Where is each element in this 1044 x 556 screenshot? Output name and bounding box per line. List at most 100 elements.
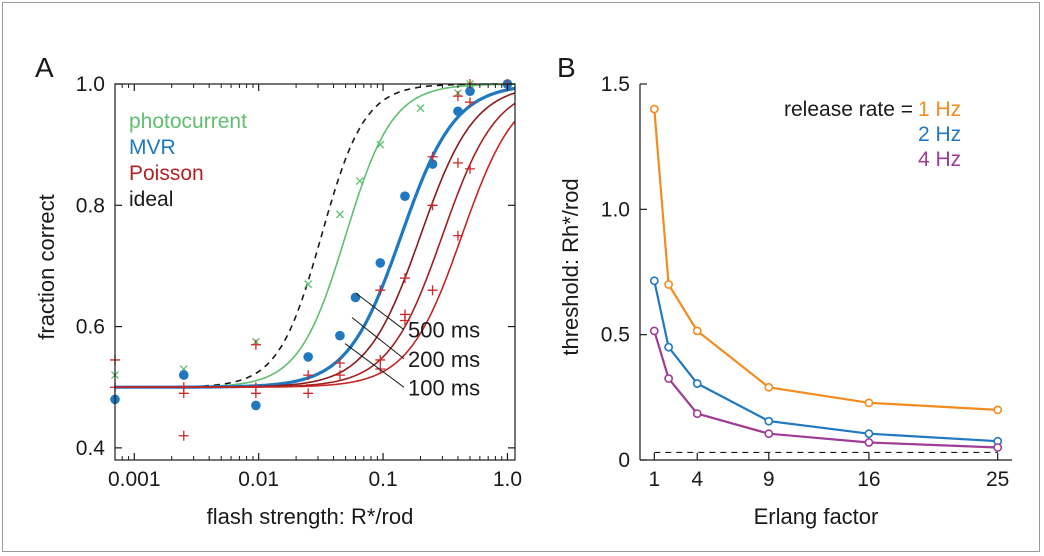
point-photocurrent (304, 280, 313, 289)
y-tick-label: 1.0 (76, 73, 105, 96)
point-1-hz (764, 382, 774, 392)
x-tick-label: 1.0 (493, 468, 522, 491)
point-mvr (303, 352, 313, 362)
point-2-hz (649, 276, 659, 286)
panel-a: A 0.001 0.01 0.1 1.0 0.4 0.6 0.8 1.0 photocurre… (34, 52, 522, 529)
point-poisson (465, 97, 476, 108)
annotation-leader-100-ms (344, 343, 405, 388)
point-poisson (178, 430, 189, 441)
point-mvr (427, 159, 438, 169)
point-mvr (375, 258, 386, 268)
legend-photocurrent: photocurrent (129, 110, 247, 133)
point-poisson (427, 151, 438, 162)
y-tick-label: 1.0 (601, 198, 630, 221)
x-tick-label: 0.001 (108, 468, 161, 491)
point-1-hz (993, 405, 1003, 415)
point-1-hz (664, 280, 674, 289)
panel-b-label: B (557, 52, 576, 83)
point-poisson (303, 370, 314, 381)
point-4-hz (664, 374, 674, 383)
panel-b-y-axis-label: threshold: Rh*/rod (558, 178, 583, 355)
y-tick-label: 0.8 (76, 194, 105, 217)
y-tick-label: 0.5 (601, 324, 630, 347)
point-mvr (400, 191, 410, 201)
x-tick-label: 0.01 (238, 468, 279, 491)
x-tick-label: 25 (986, 468, 1009, 491)
panel-a-axes: 0.001 0.01 0.1 1.0 0.4 0.6 0.8 1.0 (76, 73, 522, 491)
series-4-hz (649, 326, 1003, 452)
panel-a-plot-box (114, 83, 516, 461)
legend-1-hz: 1 Hz (918, 98, 961, 121)
point-mvr (465, 86, 475, 97)
point-mvr (453, 106, 463, 117)
point-4-hz (764, 429, 774, 439)
y-tick-label: 1.5 (601, 73, 630, 96)
panel-b-series (649, 104, 1003, 452)
series-line-1-hz (653, 109, 998, 411)
panel-a-annotations: 500 ms 200 ms 100 ms (344, 292, 480, 400)
panel-b: B 1 4 9 16 25 0 0.5 1.0 1.5 release rate = 1 Hz2 … (557, 52, 1012, 529)
point-2-hz (664, 342, 674, 352)
x-tick-label: 4 (691, 468, 703, 491)
point-poisson (250, 339, 261, 350)
x-tick-label: 0.1 (368, 468, 397, 491)
annotation-500-ms: 500 ms (408, 318, 480, 343)
point-1-hz (649, 104, 659, 114)
legend-2-hz: 2 Hz (918, 123, 961, 146)
point-1-hz (864, 398, 874, 408)
panel-a-points (110, 79, 513, 441)
point-poisson (399, 273, 410, 284)
y-tick-label: 0.4 (76, 437, 106, 460)
point-poisson (452, 230, 463, 241)
legend-mvr: MVR (129, 136, 176, 159)
point-mvr (335, 330, 345, 341)
point-poisson (452, 157, 463, 168)
point-1-hz (692, 326, 702, 336)
point-poisson (427, 285, 438, 296)
annotation-200-ms: 200 ms (408, 347, 480, 372)
y-tick-label: 0 (618, 449, 630, 472)
point-poisson (303, 388, 314, 399)
point-poisson (452, 91, 463, 102)
point-poisson (427, 200, 438, 211)
x-tick-label: 1 (648, 468, 660, 491)
point-poisson (334, 370, 345, 381)
point-photocurrent (355, 177, 364, 185)
annotation-leader-200-ms (351, 317, 405, 360)
point-photocurrent (416, 104, 425, 113)
y-tick-label: 0.6 (76, 316, 105, 339)
point-poisson (399, 315, 410, 326)
point-4-hz (864, 438, 874, 447)
series-line-4-hz (653, 330, 998, 449)
point-2-hz (764, 416, 774, 426)
point-2-hz (864, 429, 874, 439)
panel-b-axes: 1 4 9 16 25 0 0.5 1.0 1.5 (601, 73, 1012, 491)
panel-a-y-axis-label: fraction correct (34, 194, 59, 340)
point-4-hz (692, 409, 702, 419)
series-1-hz (649, 104, 1003, 415)
point-mvr (251, 400, 261, 411)
series-line-2-hz (653, 280, 998, 443)
x-tick-label: 9 (763, 468, 775, 491)
series-2-hz (649, 276, 1003, 446)
panel-a-legend: photocurrent MVR Poisson ideal (129, 110, 247, 211)
legend-4-hz: 4 Hz (918, 148, 961, 171)
legend-title: release rate = (784, 98, 913, 121)
point-4-hz (649, 326, 659, 336)
point-poisson (375, 285, 386, 296)
point-photocurrent (376, 140, 385, 149)
legend-poisson: Poisson (129, 162, 204, 185)
point-poisson (375, 364, 386, 375)
point-poisson (465, 163, 476, 174)
point-mvr (178, 370, 189, 380)
point-2-hz (692, 379, 702, 388)
point-poisson (334, 357, 345, 368)
point-poisson (178, 388, 189, 399)
panel-a-x-axis-label: flash strength: R*/rod (207, 504, 414, 529)
x-tick-label: 16 (857, 468, 880, 491)
annotation-100-ms: 100 ms (408, 375, 480, 400)
annotation-leader-500-ms (355, 292, 405, 331)
point-poisson (375, 354, 386, 365)
